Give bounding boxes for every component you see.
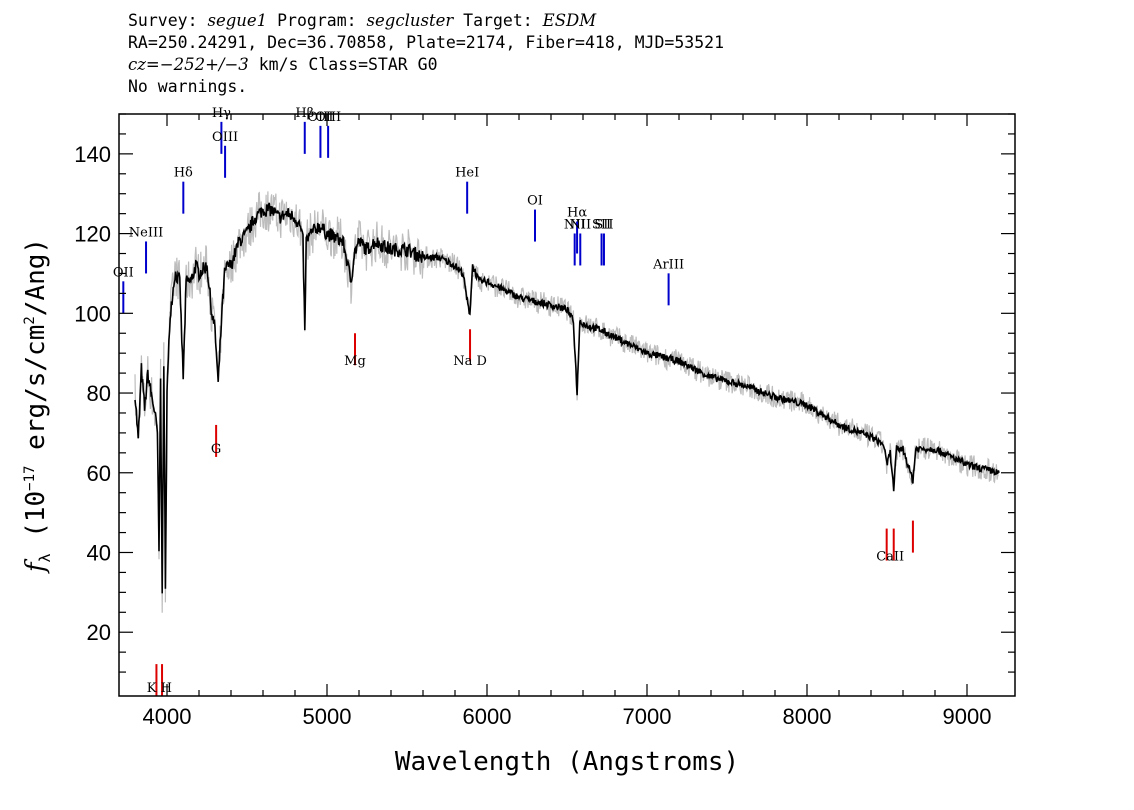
- cz-value: cz=−252+/−3: [128, 55, 249, 74]
- emission-line-label: Hδ: [174, 166, 193, 181]
- emission-line-label: OIII: [212, 130, 238, 145]
- emission-line-label: NeIII: [129, 225, 163, 240]
- x-tick-label: 7000: [623, 704, 672, 729]
- axis-ticks: [119, 113, 1015, 696]
- absorption-line-label: Na D: [453, 354, 487, 369]
- header-line-2: RA=250.24291, Dec=36.70858, Plate=2174, …: [128, 33, 725, 52]
- emission-line-label: SII: [592, 217, 611, 232]
- survey-label: Survey:: [128, 11, 198, 30]
- flux-line: [134, 202, 1000, 594]
- header-line-4: No warnings.: [128, 77, 248, 96]
- emission-line-label: NII: [569, 217, 591, 232]
- x-axis-title: Wavelength (Angstroms): [395, 747, 739, 777]
- target-value: ESDM: [542, 11, 597, 30]
- emission-line-label: SII: [594, 217, 613, 232]
- x-tick-label: 4000: [143, 704, 192, 729]
- emission-line-label: OIII: [315, 110, 341, 125]
- y-axis-sq: 2: [22, 316, 38, 324]
- x-tick-label: 9000: [943, 704, 992, 729]
- absorption-line-label: CaII: [876, 549, 904, 564]
- y-tick-label: 140: [74, 142, 111, 167]
- program-label: Program:: [277, 11, 357, 30]
- y-axis-units-b: erg/s/cm: [21, 325, 51, 466]
- emission-line-label: Hα: [567, 206, 587, 221]
- target-label: Target:: [463, 11, 533, 30]
- x-tick-label: 6000: [463, 704, 512, 729]
- error-band: [134, 191, 999, 613]
- y-tick-label: 100: [74, 301, 111, 326]
- x-tick-label: 5000: [303, 704, 352, 729]
- plot-frame: [118, 113, 1016, 697]
- program-value: segcluster: [366, 11, 454, 30]
- absorption-line-label: G: [211, 442, 221, 457]
- y-axis-title: fλ (10−17 erg/s/cm2/Ang): [21, 238, 54, 574]
- y-axis-lambda: λ: [36, 553, 54, 562]
- emission-line-label: OII: [113, 265, 134, 280]
- emission-line-label: HeI: [455, 166, 479, 181]
- axis-tick-labels: 4000 5000 6000 7000 8000 9000 20 40 60 80 100 120 14…: [74, 142, 991, 729]
- absorption-line-label: Mg: [344, 354, 366, 369]
- error-trace: [134, 191, 999, 613]
- y-tick-label: 40: [87, 540, 111, 565]
- y-tick-label: 80: [87, 381, 111, 406]
- y-axis-exp: −17: [22, 466, 38, 491]
- survey-value: segue1: [207, 11, 268, 30]
- x-tick-label: 8000: [783, 704, 832, 729]
- emission-line-label: NII: [564, 217, 586, 232]
- spectrum-header: Survey: segue1 Program: segcluster Targe…: [128, 10, 724, 98]
- y-tick-label: 60: [87, 461, 111, 486]
- y-tick-label: 20: [87, 620, 111, 645]
- y-axis-units-c: /Ang): [21, 238, 51, 316]
- class-text: km/s Class=STAR G0: [248, 55, 438, 74]
- emission-line-label: ArIII: [652, 257, 684, 272]
- header-line-1: Survey: segue1 Program: segcluster Targe…: [128, 10, 724, 32]
- y-tick-label: 120: [74, 222, 111, 247]
- spectrum-series: [134, 202, 1000, 594]
- absorption-line-label: K H: [147, 681, 172, 696]
- emission-line-label: OI: [527, 194, 543, 209]
- y-axis-units-a: (10: [21, 491, 51, 554]
- header-line-3: cz=−252+/−3 km/s Class=STAR G0: [128, 54, 724, 76]
